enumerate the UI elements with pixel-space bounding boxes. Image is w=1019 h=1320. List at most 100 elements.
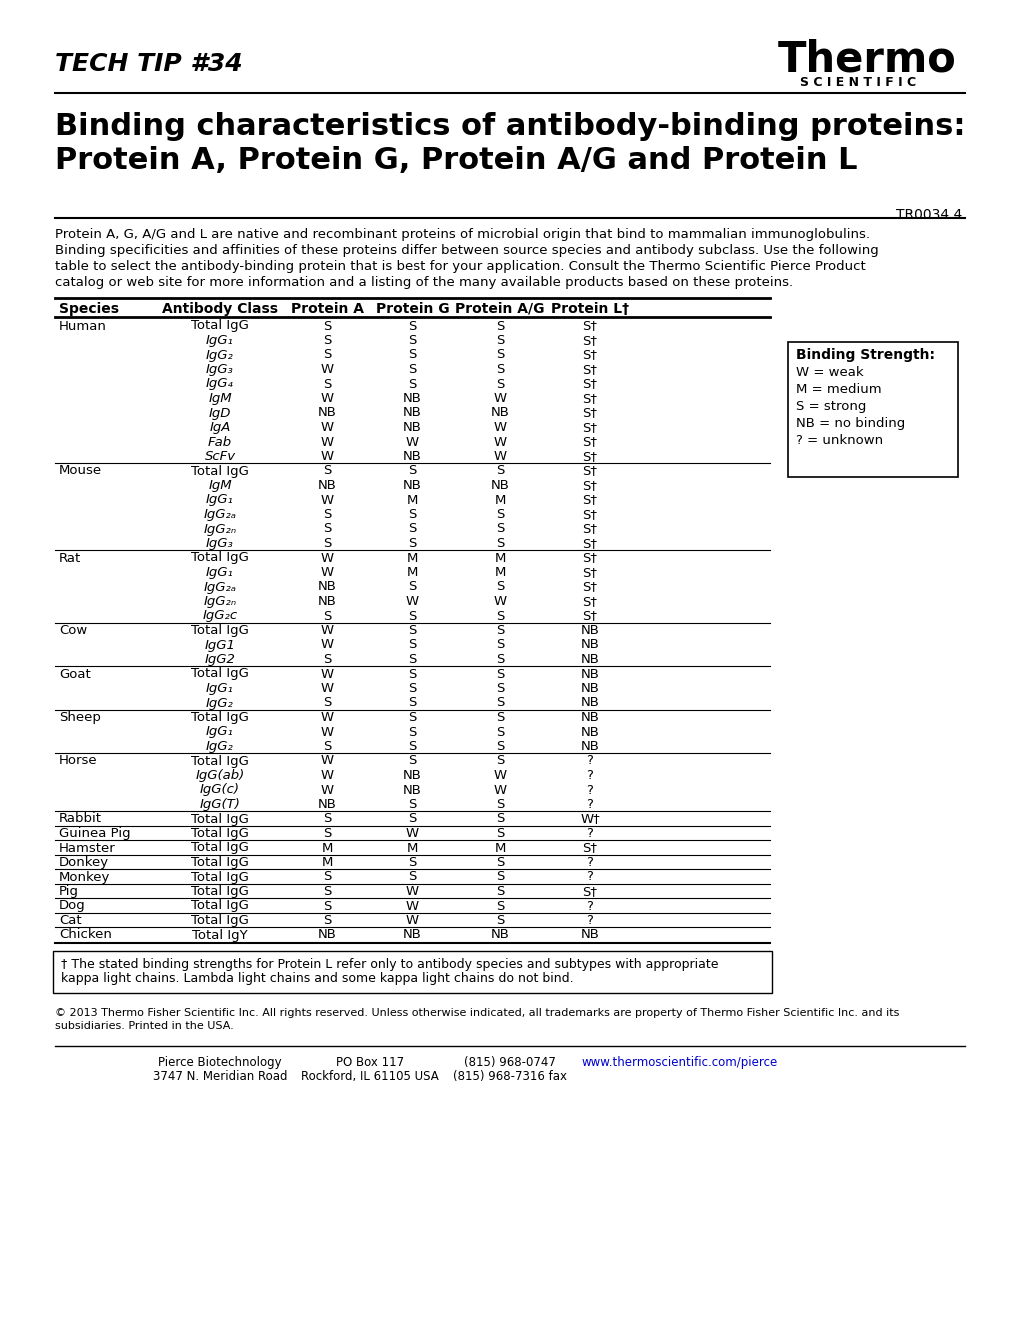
Text: S: S bbox=[323, 319, 331, 333]
Text: S: S bbox=[408, 855, 417, 869]
Text: IgG₃: IgG₃ bbox=[206, 537, 233, 550]
Text: S: S bbox=[495, 624, 503, 638]
Text: Total IgG: Total IgG bbox=[191, 842, 249, 854]
Text: S: S bbox=[495, 653, 503, 667]
Text: S: S bbox=[495, 813, 503, 825]
Text: NB: NB bbox=[403, 421, 422, 434]
Text: S: S bbox=[408, 639, 417, 652]
Text: W: W bbox=[321, 421, 334, 434]
Text: W: W bbox=[321, 668, 334, 681]
Text: NB: NB bbox=[580, 928, 599, 941]
Text: S: S bbox=[495, 508, 503, 521]
Text: ?: ? bbox=[586, 755, 593, 767]
Text: NB: NB bbox=[580, 639, 599, 652]
Text: Total IgG: Total IgG bbox=[191, 899, 249, 912]
Text: NB: NB bbox=[318, 479, 336, 492]
Text: IgG₂ₐ: IgG₂ₐ bbox=[203, 581, 236, 594]
Text: W: W bbox=[493, 450, 506, 463]
Text: Donkey: Donkey bbox=[59, 855, 109, 869]
Text: M: M bbox=[494, 842, 505, 854]
Text: NB: NB bbox=[580, 711, 599, 723]
Text: S: S bbox=[495, 668, 503, 681]
Text: IgG2: IgG2 bbox=[205, 653, 235, 667]
Text: S†: S† bbox=[582, 348, 597, 362]
Text: W: W bbox=[493, 770, 506, 781]
Text: Rat: Rat bbox=[59, 552, 82, 565]
Text: NB: NB bbox=[403, 928, 422, 941]
Text: Protein A: Protein A bbox=[290, 302, 364, 315]
Text: Total IgY: Total IgY bbox=[192, 928, 248, 941]
Text: S†: S† bbox=[582, 378, 597, 391]
Text: IgG₂ₙ: IgG₂ₙ bbox=[203, 523, 236, 536]
Text: S: S bbox=[408, 508, 417, 521]
Text: S: S bbox=[408, 610, 417, 623]
Text: IgG₂: IgG₂ bbox=[206, 348, 233, 362]
Text: W: W bbox=[321, 450, 334, 463]
Text: M: M bbox=[494, 494, 505, 507]
Text: subsidiaries. Printed in the USA.: subsidiaries. Printed in the USA. bbox=[55, 1020, 233, 1031]
Text: S: S bbox=[408, 799, 417, 810]
Text: ?: ? bbox=[586, 770, 593, 781]
Text: IgG₁: IgG₁ bbox=[206, 494, 233, 507]
Text: (815) 968-7316 fax: (815) 968-7316 fax bbox=[452, 1071, 567, 1082]
Text: NB: NB bbox=[318, 407, 336, 420]
Text: Rockford, IL 61105 USA: Rockford, IL 61105 USA bbox=[301, 1071, 438, 1082]
Text: S: S bbox=[408, 726, 417, 738]
Text: Pierce Biotechnology: Pierce Biotechnology bbox=[158, 1056, 281, 1069]
Text: Monkey: Monkey bbox=[59, 870, 110, 883]
Text: S: S bbox=[495, 755, 503, 767]
Text: S: S bbox=[323, 610, 331, 623]
Text: S: S bbox=[408, 581, 417, 594]
Text: Pig: Pig bbox=[59, 884, 78, 898]
Text: S: S bbox=[408, 755, 417, 767]
Text: W: W bbox=[321, 639, 334, 652]
Text: † The stated binding strengths for Protein L refer only to antibody species and : † The stated binding strengths for Prote… bbox=[61, 958, 717, 972]
Text: IgG(c): IgG(c) bbox=[200, 784, 239, 796]
Text: S†: S† bbox=[582, 319, 597, 333]
Text: W: W bbox=[406, 913, 419, 927]
Text: NB: NB bbox=[318, 581, 336, 594]
Text: NB: NB bbox=[490, 928, 508, 941]
Text: ScFv: ScFv bbox=[204, 450, 235, 463]
Text: ?: ? bbox=[586, 784, 593, 796]
Text: S†: S† bbox=[582, 436, 597, 449]
Text: S: S bbox=[323, 348, 331, 362]
Text: W: W bbox=[406, 828, 419, 840]
Text: S: S bbox=[495, 870, 503, 883]
Text: S: S bbox=[495, 884, 503, 898]
Text: Protein G: Protein G bbox=[375, 302, 449, 315]
Text: M: M bbox=[322, 842, 333, 854]
Text: NB: NB bbox=[490, 407, 508, 420]
Text: NB: NB bbox=[580, 668, 599, 681]
Text: IgG₃: IgG₃ bbox=[206, 363, 233, 376]
Text: S: S bbox=[323, 899, 331, 912]
Text: M: M bbox=[494, 552, 505, 565]
Text: NB: NB bbox=[403, 784, 422, 796]
Text: S: S bbox=[495, 319, 503, 333]
Text: S: S bbox=[408, 334, 417, 347]
Text: W: W bbox=[321, 784, 334, 796]
Text: Protein A/G: Protein A/G bbox=[454, 302, 544, 315]
Text: W: W bbox=[321, 624, 334, 638]
Text: W: W bbox=[493, 392, 506, 405]
Text: S = strong: S = strong bbox=[795, 400, 865, 413]
Text: TECH TIP #34: TECH TIP #34 bbox=[55, 51, 243, 77]
Text: S C I E N T I F I C: S C I E N T I F I C bbox=[799, 77, 915, 88]
Text: W: W bbox=[406, 884, 419, 898]
Text: NB: NB bbox=[403, 450, 422, 463]
Text: S: S bbox=[495, 855, 503, 869]
Text: Species: Species bbox=[59, 302, 119, 315]
Text: Total IgG: Total IgG bbox=[191, 813, 249, 825]
Text: W: W bbox=[321, 755, 334, 767]
Text: IgM: IgM bbox=[208, 392, 231, 405]
Text: W: W bbox=[321, 392, 334, 405]
Text: Thermo: Thermo bbox=[777, 38, 956, 81]
Text: S: S bbox=[495, 741, 503, 752]
Text: www.thermoscientific.com/pierce: www.thermoscientific.com/pierce bbox=[581, 1056, 777, 1069]
Text: NB: NB bbox=[490, 479, 508, 492]
Text: Total IgG: Total IgG bbox=[191, 711, 249, 723]
Text: IgG₄: IgG₄ bbox=[206, 378, 233, 391]
Text: S†: S† bbox=[582, 392, 597, 405]
Text: Total IgG: Total IgG bbox=[191, 855, 249, 869]
Text: S: S bbox=[323, 653, 331, 667]
